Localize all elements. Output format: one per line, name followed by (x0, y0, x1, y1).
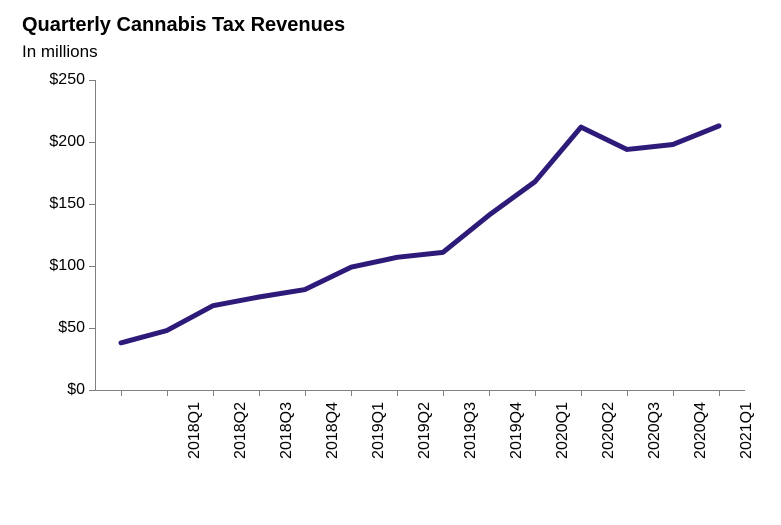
chart-title: Quarterly Cannabis Tax Revenues (22, 14, 345, 37)
x-tick-mark (627, 390, 628, 396)
chart-plot-area: $0$50$100$150$200$2502018Q12018Q22018Q32… (95, 80, 745, 390)
x-tick-label: 2018Q3 (278, 402, 296, 459)
y-tick-label: $100 (35, 257, 85, 275)
x-tick-label: 2020Q3 (646, 402, 664, 459)
y-tick-label: $150 (35, 195, 85, 213)
x-tick-mark (213, 390, 214, 396)
x-tick-label: 2018Q4 (324, 402, 342, 459)
y-tick-label: $200 (35, 133, 85, 151)
x-tick-mark (581, 390, 582, 396)
x-tick-mark (121, 390, 122, 396)
x-tick-label: 2019Q3 (462, 402, 480, 459)
x-tick-label: 2018Q2 (232, 402, 250, 459)
x-tick-mark (259, 390, 260, 396)
chart-container: Quarterly Cannabis Tax Revenues In milli… (0, 0, 781, 525)
y-tick-label: $250 (35, 71, 85, 89)
chart-subtitle: In millions (22, 42, 98, 62)
x-tick-mark (167, 390, 168, 396)
y-tick-label: $50 (35, 319, 85, 337)
x-tick-label: 2020Q4 (692, 402, 710, 459)
x-tick-mark (719, 390, 720, 396)
x-tick-label: 2019Q1 (370, 402, 388, 459)
line-plot (95, 80, 745, 390)
x-tick-mark (535, 390, 536, 396)
y-tick-label: $0 (35, 381, 85, 399)
x-tick-mark (305, 390, 306, 396)
x-tick-mark (397, 390, 398, 396)
x-tick-label: 2019Q2 (416, 402, 434, 459)
x-axis-line (95, 390, 745, 391)
x-tick-mark (443, 390, 444, 396)
x-tick-label: 2020Q2 (600, 402, 618, 459)
x-tick-mark (351, 390, 352, 396)
x-tick-mark (673, 390, 674, 396)
x-tick-label: 2018Q1 (186, 402, 204, 459)
x-tick-label: 2019Q4 (508, 402, 526, 459)
x-tick-label: 2020Q1 (554, 402, 572, 459)
x-tick-mark (489, 390, 490, 396)
data-series-line (121, 126, 719, 343)
x-tick-label: 2021Q1 (738, 402, 756, 459)
